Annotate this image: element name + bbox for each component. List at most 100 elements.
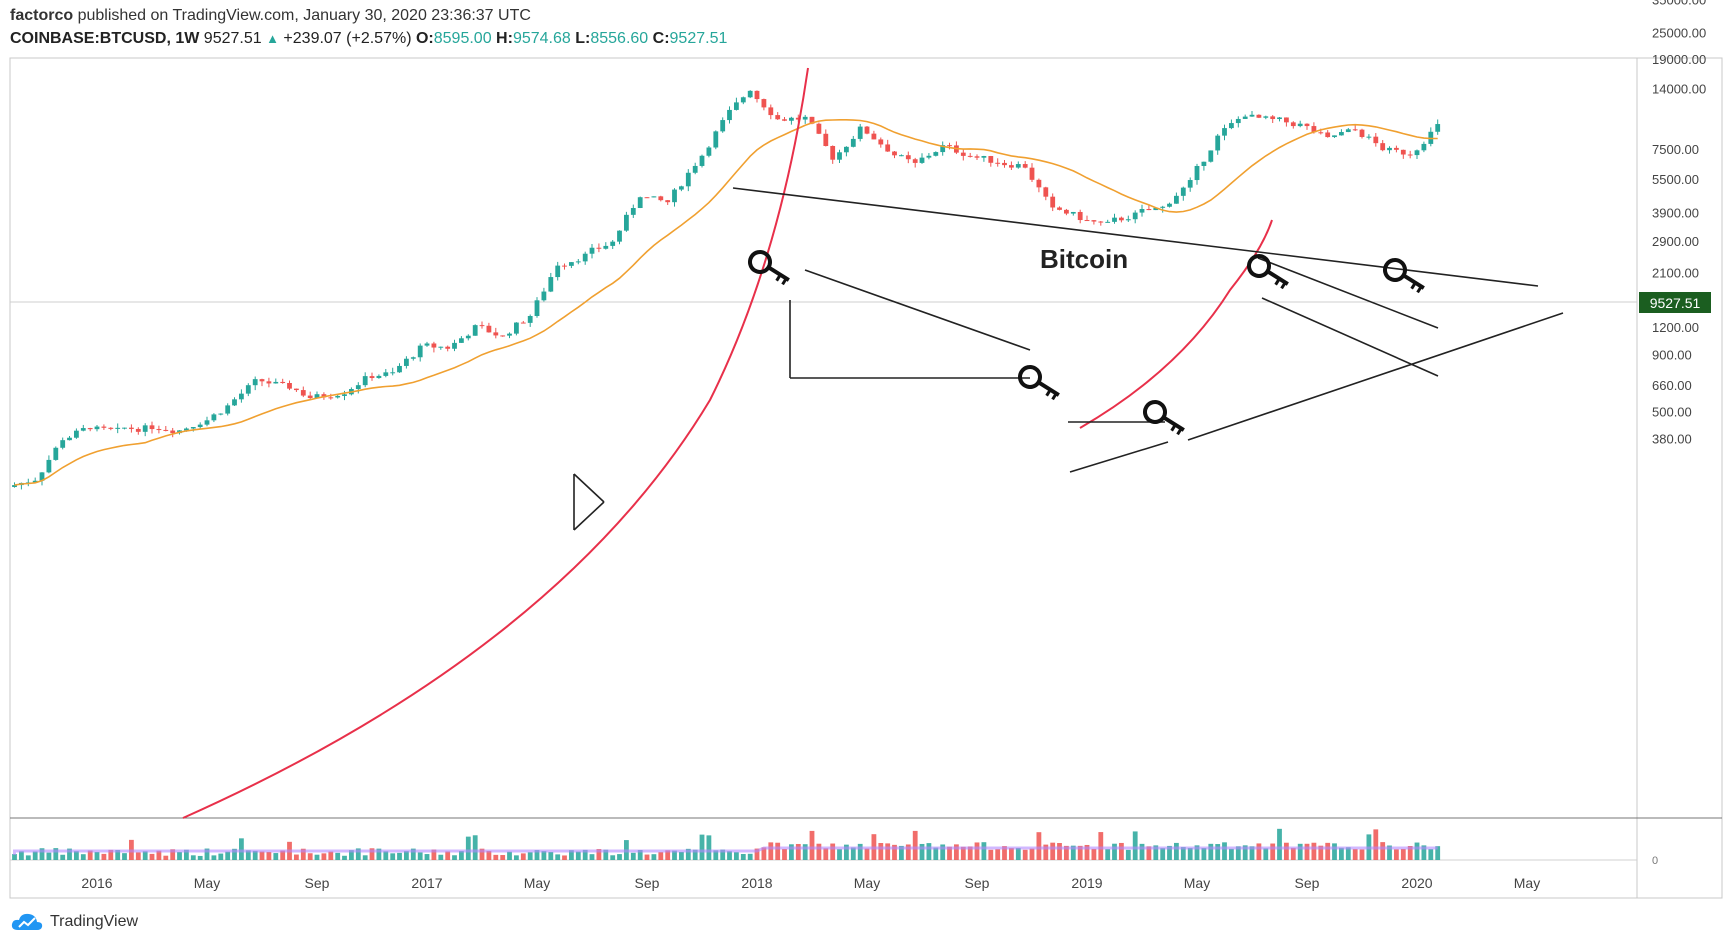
candle — [53, 446, 59, 461]
volume-bar — [239, 838, 244, 860]
volume-bar — [740, 853, 746, 860]
candle — [135, 427, 141, 435]
key-icon — [748, 250, 790, 286]
chart-annotation-bitcoin: Bitcoin — [1040, 244, 1128, 274]
volume-bar — [232, 848, 237, 860]
volume-bar — [885, 843, 891, 860]
volume-bar — [988, 849, 994, 860]
volume-bar — [782, 849, 787, 860]
volume-bar — [809, 830, 815, 860]
volume-bar — [1174, 842, 1179, 860]
volume-bar — [1394, 849, 1399, 860]
volume-bar — [259, 851, 265, 860]
candle — [280, 378, 286, 384]
volume-bar — [1263, 848, 1269, 860]
volume-bar — [768, 842, 774, 860]
volume-bar — [25, 855, 31, 860]
volume-bar — [823, 848, 829, 860]
time-tick-label: Sep — [635, 875, 660, 891]
price-tick-label: 2900.00 — [1652, 234, 1699, 249]
volume-bar — [335, 852, 341, 860]
open-label: O: — [415, 30, 434, 47]
volume-bar — [603, 849, 609, 860]
candle — [919, 153, 925, 164]
candle — [1070, 211, 1076, 216]
candle — [465, 334, 471, 341]
candle — [259, 378, 265, 387]
volume-bar — [500, 855, 506, 860]
candle — [624, 211, 629, 232]
volume-bar — [479, 848, 485, 860]
volume-bar — [60, 854, 66, 860]
volume-bar — [184, 849, 189, 860]
volume-bar — [266, 851, 272, 860]
candle — [823, 129, 829, 147]
volume-bar — [672, 850, 677, 860]
candle — [713, 130, 719, 150]
candle — [273, 378, 279, 384]
candle — [1215, 133, 1221, 155]
volume-bar — [1112, 843, 1117, 860]
candle — [1249, 110, 1255, 117]
author[interactable]: factorco — [10, 7, 74, 24]
time-tick-label: 2017 — [411, 875, 442, 891]
candle — [679, 185, 684, 192]
candle — [232, 397, 237, 406]
trend-line — [804, 269, 1031, 351]
price-tick-label: 14000.00 — [1652, 82, 1706, 97]
volume-bar — [837, 849, 842, 860]
volume-bar — [706, 835, 712, 860]
candle — [1167, 202, 1172, 208]
volume-bar — [493, 854, 499, 860]
candle — [1180, 186, 1186, 201]
candle — [761, 98, 767, 111]
candle — [802, 114, 808, 124]
volume-bar — [1414, 842, 1420, 860]
volume-bar — [211, 855, 217, 860]
candle — [417, 343, 423, 362]
ohlc-line: COINBASE:BTCUSD, 1W 9527.51 ▲ +239.07 (+… — [10, 28, 727, 50]
volume-bar — [342, 855, 347, 860]
candle — [1359, 128, 1365, 139]
volume-bar — [53, 848, 59, 860]
volume-bar — [397, 852, 402, 860]
price-axis[interactable]: 380.00500.00660.00900.001200.001600.0021… — [1652, 0, 1706, 446]
volume-bar — [1400, 848, 1406, 860]
tradingview-logo[interactable]: TradingView — [10, 912, 138, 932]
last-price-tag-text: 9527.51 — [1650, 295, 1701, 311]
time-tick-label: 2016 — [81, 875, 112, 891]
volume-bar — [1022, 849, 1028, 860]
candle — [562, 263, 567, 270]
volume-bar — [589, 854, 595, 860]
change: +239.07 (+2.57%) — [283, 30, 412, 47]
price-tick-label: 35000.00 — [1652, 0, 1706, 8]
volume-bar — [816, 843, 822, 860]
volume-bar — [569, 850, 574, 860]
volume-bar — [637, 850, 643, 860]
candle — [218, 413, 224, 416]
candle — [1394, 145, 1399, 153]
volume-bar — [850, 847, 856, 860]
time-tick-label: 2019 — [1071, 875, 1102, 891]
time-tick-label: May — [854, 875, 880, 891]
low-value: 8556.60 — [590, 30, 649, 47]
trend-line — [1261, 297, 1439, 377]
volume-bar — [1325, 842, 1331, 860]
candle — [129, 424, 134, 433]
volume-bar — [761, 847, 767, 860]
candle — [899, 154, 904, 157]
volume-bar — [630, 852, 636, 860]
volume-bar — [156, 850, 162, 860]
candle — [569, 262, 574, 269]
candle — [1332, 135, 1337, 138]
volume-bar — [1215, 844, 1221, 860]
last-price-tag: 9527.51 — [1639, 292, 1711, 313]
volume-bar — [94, 852, 100, 860]
candle — [727, 106, 732, 124]
volume-bar — [899, 845, 904, 860]
candle — [1229, 119, 1234, 130]
time-axis[interactable]: 2016 May Sep 2017 May Sep 2018 May Sep 2019 May Sep… — [81, 875, 1540, 891]
candle — [122, 427, 127, 430]
volume-bar — [1222, 842, 1227, 860]
